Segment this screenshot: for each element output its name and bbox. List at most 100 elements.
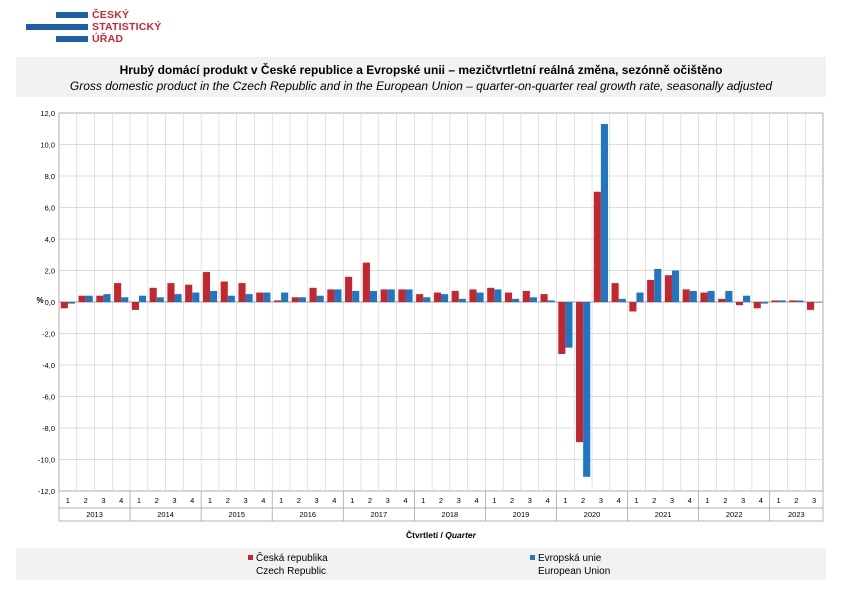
y-tick-label: -8,0	[42, 424, 55, 433]
quarter-tick-label: 3	[528, 496, 532, 505]
y-tick-label: -10,0	[38, 456, 55, 465]
bar-eu	[192, 292, 200, 302]
bar-eu	[316, 295, 324, 302]
year-label: 2021	[655, 510, 672, 519]
bar-eu	[352, 290, 360, 302]
bar-eu	[778, 300, 786, 302]
bar-cz	[647, 279, 655, 302]
bar-eu	[263, 292, 271, 302]
quarter-tick-label: 2	[723, 496, 727, 505]
bar-eu	[210, 290, 218, 302]
y-tick-label: 2,0	[45, 267, 55, 276]
quarter-tick-label: 1	[634, 496, 638, 505]
y-tick-label: -6,0	[42, 393, 55, 402]
bar-cz	[700, 292, 708, 302]
quarter-tick-label: 4	[119, 496, 123, 505]
y-tick-label: -12,0	[38, 487, 55, 496]
bar-cz	[220, 281, 228, 302]
quarter-tick-label: 2	[581, 496, 585, 505]
quarter-tick-label: 4	[546, 496, 550, 505]
bar-cz	[664, 275, 672, 302]
bar-eu	[725, 290, 733, 302]
y-tick-label: 0,0	[45, 298, 55, 307]
bar-eu	[281, 292, 289, 302]
logo: ČESKÝ STATISTICKÝ ÚŘAD	[26, 9, 166, 45]
quarter-tick-label: 4	[617, 496, 621, 505]
year-label: 2015	[228, 510, 245, 519]
y-tick-label: 8,0	[45, 172, 55, 181]
bar-cz	[149, 287, 157, 302]
gdp-bar-chart: 12,0 10,0 8,0 6,0 4,0 2,0 0,0 -2,0 -4,0 -6,0 -8,0 -…	[36, 109, 824, 540]
quarter-tick-label: 3	[172, 496, 176, 505]
bar-eu	[103, 294, 111, 302]
bar-cz	[753, 302, 761, 309]
bar-cz	[576, 302, 584, 443]
quarter-tick-label: 2	[652, 496, 656, 505]
bar-cz	[771, 300, 779, 302]
bar-eu	[458, 298, 466, 302]
year-label: 2020	[584, 510, 601, 519]
bar-eu	[476, 292, 484, 302]
bar-eu	[67, 302, 75, 304]
bar-cz	[60, 302, 68, 309]
logo-line-2: STATISTICKÝ	[92, 21, 162, 33]
bar-cz	[451, 290, 459, 302]
bar-eu	[298, 297, 306, 302]
x-axis-label-en: Quarter	[445, 530, 476, 540]
bar-cz	[309, 287, 317, 302]
bar-eu	[565, 302, 573, 348]
chart-title-box: Hrubý domácí produkt v České republice a…	[16, 57, 826, 97]
bar-eu	[494, 289, 502, 302]
bar-cz	[273, 300, 282, 302]
logo-line-3: ÚŘAD	[92, 33, 124, 45]
bar-cz	[682, 289, 690, 302]
quarter-tick-label: 3	[315, 496, 319, 505]
bar-eu	[512, 298, 520, 302]
y-tick-label: -4,0	[42, 361, 55, 370]
bar-eu	[760, 302, 768, 304]
year-label: 2013	[86, 510, 103, 519]
logo-line-1: ČESKÝ	[92, 9, 130, 21]
bar-eu	[654, 268, 662, 302]
bar-eu	[814, 302, 822, 303]
chart-title-en: Gross domestic product in the Czech Repu…	[69, 79, 773, 93]
quarter-tick-label: 3	[812, 496, 816, 505]
bar-eu	[636, 292, 644, 302]
bar-cz	[718, 298, 726, 302]
quarter-tick-label: 3	[243, 496, 247, 505]
quarter-tick-label: 2	[794, 496, 798, 505]
quarter-tick-label: 2	[84, 496, 88, 505]
quarter-tick-label: 1	[208, 496, 212, 505]
y-tick-label: 10,0	[40, 141, 55, 150]
quarter-tick-label: 2	[368, 496, 372, 505]
bar-eu	[174, 294, 182, 302]
bar-eu	[796, 300, 804, 302]
x-axis-label: Čtvrtletí / Quarter	[406, 529, 477, 540]
bar-cz	[469, 289, 477, 302]
bar-cz	[593, 191, 601, 302]
quarter-tick-label: 4	[261, 496, 265, 505]
bar-eu	[245, 294, 253, 302]
quarter-tick-label: 3	[457, 496, 461, 505]
legend-item-cz: Česká republika Czech Republic	[248, 552, 328, 578]
quarter-tick-label: 3	[386, 496, 390, 505]
bar-cz	[522, 290, 530, 302]
legend-swatch-cz	[248, 555, 253, 560]
bar-cz	[433, 292, 441, 302]
y-tick-label: -2,0	[42, 330, 55, 339]
quarter-tick-label: 4	[190, 496, 194, 505]
bar-cz	[291, 297, 299, 302]
bar-eu	[85, 295, 93, 302]
quarter-tick-label: 4	[474, 496, 478, 505]
quarter-tick-label: 1	[563, 496, 567, 505]
bar-eu	[689, 290, 697, 302]
bar-eu	[405, 289, 413, 302]
quarter-tick-label: 1	[66, 496, 70, 505]
bar-eu	[743, 295, 751, 302]
bar-cz	[504, 292, 513, 302]
year-label: 2014	[157, 510, 174, 519]
quarter-tick-label: 1	[279, 496, 283, 505]
bar-cz	[540, 294, 548, 302]
bar-eu	[547, 300, 555, 302]
bar-eu	[387, 289, 395, 302]
